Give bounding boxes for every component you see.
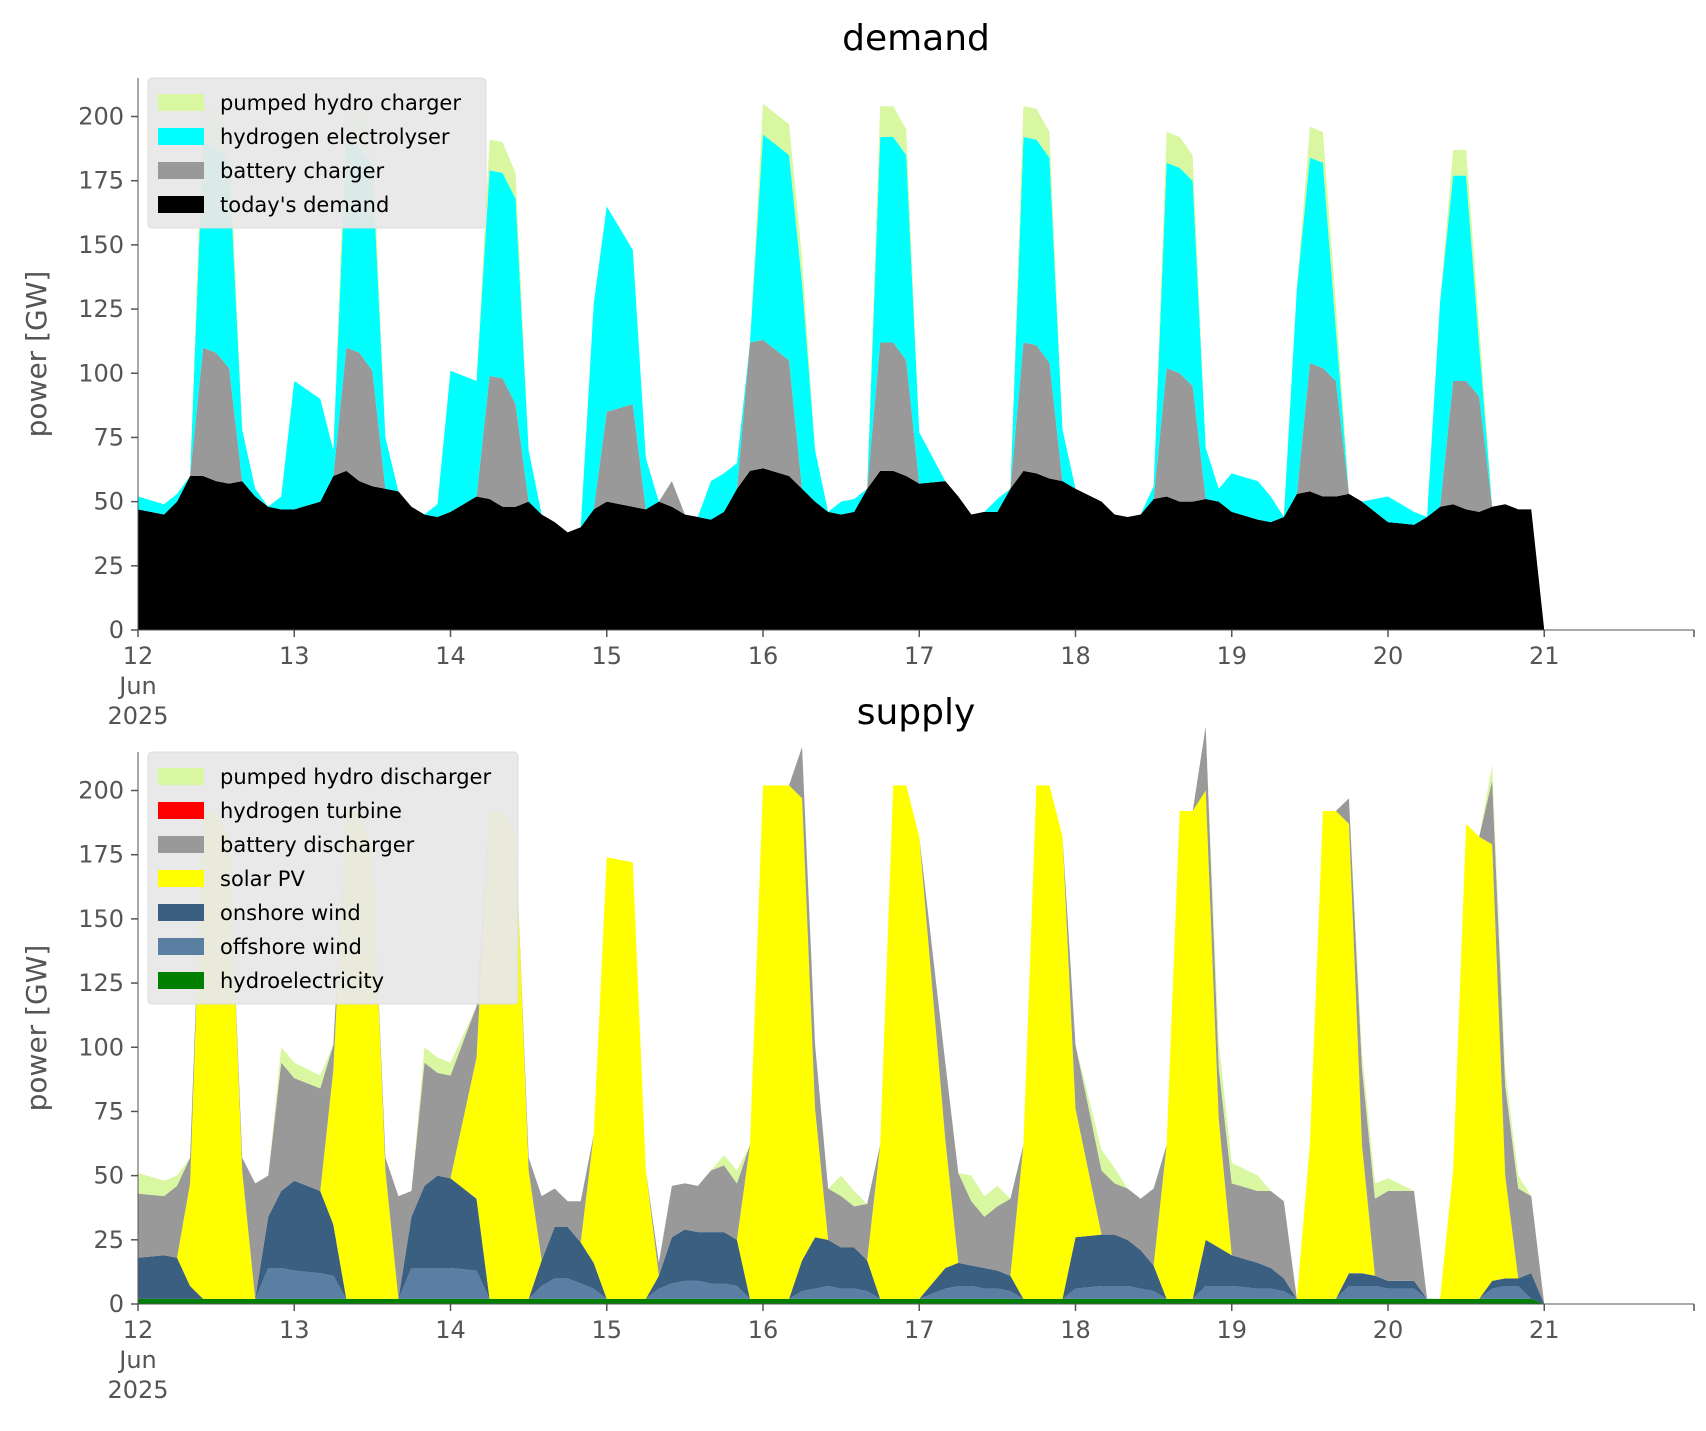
legend-swatch bbox=[158, 836, 204, 853]
y-tick-label: 175 bbox=[78, 841, 124, 869]
legend-swatch bbox=[158, 972, 204, 989]
x-tick-label: 13 bbox=[279, 642, 310, 670]
x-tick-label: 21 bbox=[1529, 1316, 1560, 1344]
x-tick-label: 14 bbox=[435, 1316, 466, 1344]
x-tick-year: 2025 bbox=[107, 1376, 168, 1404]
legend-box bbox=[147, 751, 519, 1005]
y-tick-label: 75 bbox=[93, 423, 124, 451]
legend-swatch bbox=[158, 768, 204, 785]
legend-label: battery charger bbox=[220, 159, 385, 183]
legend-label: onshore wind bbox=[220, 901, 361, 925]
legend: pumped hydro charger hydrogen electrolyse… bbox=[147, 77, 487, 229]
y-tick-label: 25 bbox=[93, 552, 124, 580]
legend-label: hydroelectricity bbox=[220, 969, 384, 993]
legend: pumped hydro discharger hydrogen turbine b… bbox=[147, 751, 519, 1005]
x-tick-year: 2025 bbox=[107, 702, 168, 730]
legend-swatch bbox=[158, 904, 204, 921]
legend-box bbox=[147, 77, 487, 229]
y-tick-label: 150 bbox=[78, 905, 124, 933]
supply-chart: supply power [GW] 0 25 50 75 100 125 150 175 200 12… bbox=[20, 692, 1695, 1404]
x-tick-label: 21 bbox=[1529, 642, 1560, 670]
legend-swatch bbox=[158, 196, 204, 213]
demand-chart: demand power [GW] 0 25 50 75 100 125 150 175 200 12… bbox=[20, 18, 1695, 730]
area-onshore-wind bbox=[138, 1175, 1694, 1304]
legend-swatch bbox=[158, 94, 204, 111]
y-tick-label: 175 bbox=[78, 167, 124, 195]
x-tick-label: 17 bbox=[904, 1316, 935, 1344]
area-hydrogen-electrolyser bbox=[138, 134, 1694, 631]
y-axis-label: power [GW] bbox=[20, 271, 53, 438]
x-tick-label: 14 bbox=[435, 642, 466, 670]
x-tick-label: 20 bbox=[1373, 642, 1404, 670]
area-hydroelectricity bbox=[138, 1298, 1694, 1304]
legend-swatch bbox=[158, 162, 204, 179]
legend-label: battery discharger bbox=[220, 833, 415, 857]
y-axis-label: power [GW] bbox=[20, 945, 53, 1112]
y-tick-label: 200 bbox=[78, 103, 124, 131]
x-tick-label: 18 bbox=[1060, 642, 1091, 670]
y-tick-label: 125 bbox=[78, 295, 124, 323]
area-layers bbox=[138, 103, 1694, 631]
x-tick-label: 13 bbox=[279, 1316, 310, 1344]
legend-swatch bbox=[158, 870, 204, 887]
x-tick-month: Jun bbox=[117, 672, 157, 700]
x-tick-label: 15 bbox=[591, 642, 622, 670]
x-tick-label: 19 bbox=[1216, 642, 1247, 670]
y-tick-label: 50 bbox=[93, 488, 124, 516]
x-tick-label: 12 bbox=[123, 1316, 154, 1344]
chart-title: supply bbox=[857, 692, 976, 733]
area-layers bbox=[138, 726, 1694, 1304]
area-today-s-demand bbox=[138, 468, 1694, 630]
y-tick-label: 100 bbox=[78, 359, 124, 387]
legend-label: offshore wind bbox=[220, 935, 362, 959]
x-tick-label: 20 bbox=[1373, 1316, 1404, 1344]
y-tick-label: 200 bbox=[78, 777, 124, 805]
area-offshore-wind bbox=[138, 1268, 1694, 1304]
legend-label: today's demand bbox=[220, 193, 389, 217]
y-tick-label: 125 bbox=[78, 969, 124, 997]
x-tick-label: 15 bbox=[591, 1316, 622, 1344]
legend-swatch bbox=[158, 128, 204, 145]
x-tick-label: 12 bbox=[123, 642, 154, 670]
legend-label: pumped hydro charger bbox=[220, 91, 461, 115]
x-tick-label: 17 bbox=[904, 642, 935, 670]
legend-label: pumped hydro discharger bbox=[220, 765, 491, 789]
area-solar-pv bbox=[138, 785, 1694, 1304]
y-tick-label: 0 bbox=[109, 616, 124, 644]
legend-swatch bbox=[158, 938, 204, 955]
x-tick-label: 19 bbox=[1216, 1316, 1247, 1344]
x-tick-month: Jun bbox=[117, 1346, 157, 1374]
y-tick-label: 50 bbox=[93, 1162, 124, 1190]
legend-label: hydrogen turbine bbox=[220, 799, 402, 823]
legend-label: hydrogen electrolyser bbox=[220, 125, 450, 149]
y-tick-label: 100 bbox=[78, 1033, 124, 1061]
x-tick-label: 16 bbox=[748, 1316, 779, 1344]
x-tick-label: 16 bbox=[748, 642, 779, 670]
y-tick-label: 150 bbox=[78, 231, 124, 259]
chart-title: demand bbox=[842, 18, 990, 59]
y-tick-label: 75 bbox=[93, 1097, 124, 1125]
y-tick-label: 25 bbox=[93, 1226, 124, 1254]
legend-label: solar PV bbox=[220, 867, 305, 891]
legend-swatch bbox=[158, 802, 204, 819]
area-battery-charger bbox=[138, 339, 1694, 630]
x-tick-label: 18 bbox=[1060, 1316, 1091, 1344]
y-tick-label: 0 bbox=[109, 1290, 124, 1318]
